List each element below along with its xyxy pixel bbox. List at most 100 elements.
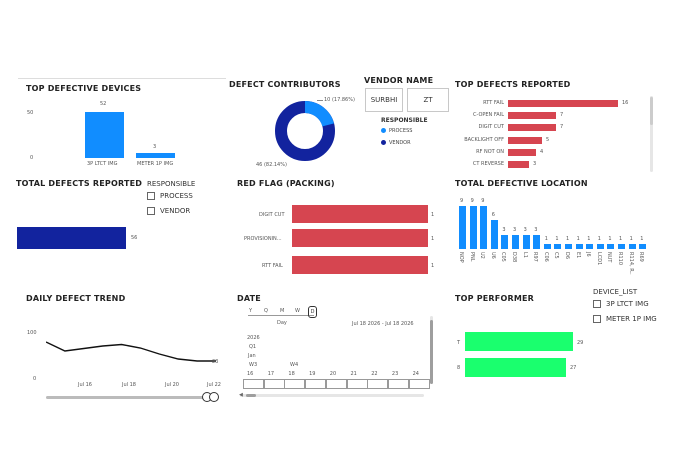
performer-bar-1[interactable] xyxy=(465,332,573,351)
device-option-3p-ltct[interactable]: 3P LTCT IMG xyxy=(593,300,649,308)
location-bar[interactable] xyxy=(512,235,519,249)
location-bar[interactable] xyxy=(490,220,498,249)
checkbox-icon[interactable] xyxy=(593,315,601,323)
level-w[interactable]: W xyxy=(295,308,300,314)
leader-line xyxy=(317,100,323,101)
defect-bar[interactable] xyxy=(508,124,556,132)
vendor-option-surbhi[interactable]: SURBHI xyxy=(365,88,403,112)
location-bar[interactable] xyxy=(628,244,636,249)
donut-slice-process[interactable] xyxy=(304,101,335,127)
day-cell[interactable] xyxy=(408,379,430,389)
scroll-left-icon[interactable]: ◀ xyxy=(239,392,243,398)
day-cell[interactable] xyxy=(346,379,368,389)
location-bar[interactable] xyxy=(501,235,509,249)
total-defects-bar[interactable] xyxy=(17,227,126,249)
location-bar[interactable] xyxy=(554,244,562,249)
location-value: 3 xyxy=(502,227,506,233)
vendor-option-zt[interactable]: ZT xyxy=(407,88,449,112)
day-cell[interactable] xyxy=(387,379,409,389)
location-bar[interactable] xyxy=(639,244,647,249)
total-defects-reported-title: TOTAL DEFECTS REPORTED xyxy=(16,179,143,188)
level-d[interactable]: D xyxy=(308,306,317,318)
day-label: 21 xyxy=(350,371,357,377)
performer-bar-2[interactable] xyxy=(465,358,566,377)
date-hscroll-track[interactable] xyxy=(240,394,424,397)
location-label: NOP xyxy=(458,252,464,263)
day-label: 23 xyxy=(391,371,399,377)
checkbox-icon[interactable] xyxy=(593,300,601,308)
level-q[interactable]: Q xyxy=(264,308,268,314)
location-value: 1 xyxy=(587,236,591,242)
red-flag-value: 1 xyxy=(431,212,435,218)
location-value: 3 xyxy=(534,227,538,233)
responsible-option-vendor[interactable]: VENDOR xyxy=(147,207,190,215)
date-hscroll-thumb[interactable] xyxy=(246,394,256,397)
defect-bar[interactable] xyxy=(508,161,529,168)
checkbox-icon[interactable] xyxy=(147,192,155,200)
day-cell[interactable] xyxy=(243,379,264,389)
location-label: U2 xyxy=(479,252,486,259)
day-cell[interactable] xyxy=(284,379,306,389)
defect-bar[interactable] xyxy=(508,100,618,107)
day-cell[interactable] xyxy=(305,379,327,389)
red-flag-bar-digit-cut[interactable] xyxy=(292,205,428,223)
defect-label: BACKLIGHT OFF xyxy=(464,136,504,143)
date-scroll-thumb[interactable] xyxy=(430,320,433,384)
location-bar[interactable] xyxy=(596,244,604,249)
red-flag-bar-provisioning[interactable] xyxy=(292,229,428,247)
checkbox-icon[interactable] xyxy=(147,207,155,215)
location-label: LCD1 xyxy=(595,252,602,266)
zoom-slider-track[interactable] xyxy=(46,396,212,399)
location-label: L1 xyxy=(521,252,528,258)
location-bar[interactable] xyxy=(533,235,541,249)
location-bar[interactable] xyxy=(575,244,583,249)
defect-label: RTT FAIL xyxy=(483,100,504,106)
location-bar[interactable] xyxy=(469,206,477,249)
location-bar[interactable] xyxy=(586,244,594,249)
defect-label: C-OPEN FAIL xyxy=(473,112,504,119)
performer-label: 8 xyxy=(457,365,461,371)
scrollbar-track[interactable] xyxy=(650,96,653,172)
defect-bar[interactable] xyxy=(508,148,536,156)
red-flag-bar-rtt-fail[interactable] xyxy=(292,256,428,274)
defect-value: 7 xyxy=(560,124,564,131)
location-bar[interactable] xyxy=(522,235,530,249)
defect-bar[interactable] xyxy=(508,112,556,120)
legend-dot-icon xyxy=(381,128,386,133)
location-bar[interactable] xyxy=(607,244,615,249)
location-bar[interactable] xyxy=(480,206,488,249)
defect-value: 4 xyxy=(540,148,544,155)
location-label: NUT xyxy=(606,252,613,263)
device-option-meter-1p[interactable]: METER 1P IMG xyxy=(593,315,657,323)
location-value: 1 xyxy=(608,236,612,242)
x-tick: Jul 16 xyxy=(78,382,92,388)
defect-bar[interactable] xyxy=(508,136,542,144)
scrollbar-thumb[interactable] xyxy=(650,97,653,125)
day-cell[interactable] xyxy=(325,379,347,389)
x-tick: METER 1P IMG xyxy=(137,161,174,167)
location-label: PNL xyxy=(468,252,475,262)
bar-meter-1p-img[interactable] xyxy=(136,153,175,158)
location-label: R97 xyxy=(532,252,539,262)
level-m[interactable]: M xyxy=(280,308,285,314)
defect-label: DIGIT CUT xyxy=(478,124,504,131)
location-label: R110 xyxy=(617,252,623,266)
location-value: 1 xyxy=(640,236,644,242)
legend-label: VENDOR xyxy=(389,140,411,146)
day-cell[interactable] xyxy=(263,379,285,389)
location-bar[interactable] xyxy=(543,244,551,249)
checkbox-label: PROCESS xyxy=(160,192,193,200)
bar-3p-ltct-img[interactable] xyxy=(85,112,124,158)
zoom-slider-handle-right[interactable] xyxy=(209,392,219,402)
responsible-option-process[interactable]: PROCESS xyxy=(147,192,193,200)
location-value: 9 xyxy=(470,198,474,204)
trend-line[interactable] xyxy=(46,341,216,362)
donut-slice-vendor[interactable] xyxy=(275,101,335,161)
location-bar[interactable] xyxy=(459,206,466,249)
bar-value-label: 52 xyxy=(100,101,107,107)
level-track xyxy=(248,315,314,316)
location-bar[interactable] xyxy=(565,244,572,249)
location-bar[interactable] xyxy=(618,244,625,249)
day-cell[interactable] xyxy=(367,379,389,389)
level-y[interactable]: Y xyxy=(249,308,253,314)
